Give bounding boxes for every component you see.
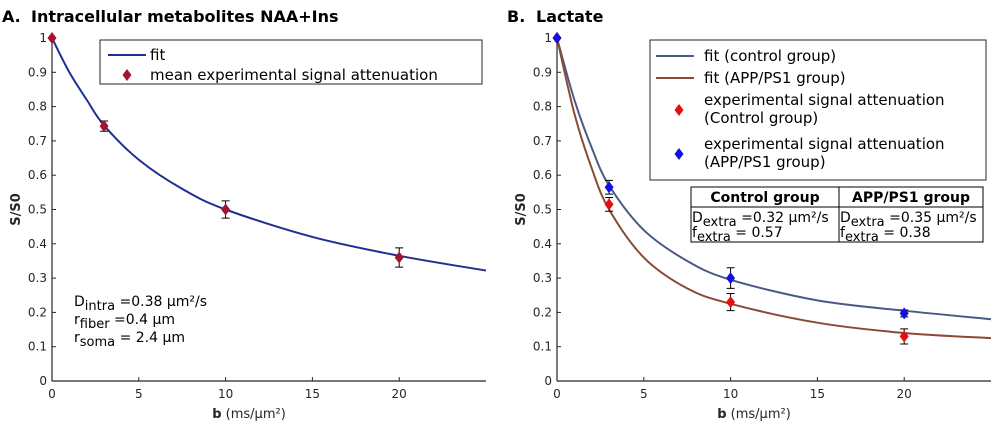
chart-title: Lactate [536,7,604,26]
y-tick-label: 0.8 [533,100,552,114]
x-tick-label: 0 [48,387,56,401]
y-tick-label: 0.6 [533,168,552,182]
legend-label: experimental signal attenuation [704,135,945,153]
chart-title: Intracellular metabolites NAA+Ins [31,7,339,26]
y-tick-label: 0.1 [533,340,552,354]
data-point [726,272,736,285]
y-tick-label: 1 [544,31,552,45]
fit-line [556,37,992,321]
panel-label: B. [507,7,525,26]
legend-label: (Control group) [704,109,818,127]
y-tick-label: 0.7 [533,134,552,148]
table-header: APP/PS1 group [852,190,970,206]
fit-line [51,37,487,272]
y-tick-label: 0.1 [28,340,47,354]
data-point [47,32,57,44]
legend-label: mean experimental signal attenuation [150,66,438,84]
x-tick-label: 0 [553,387,561,401]
table-cell: Dextra =0.35 µm²/s [840,210,977,230]
y-tick-label: 0.4 [533,237,552,251]
y-tick-label: 0.2 [28,305,47,319]
legend: fit (control group) fit (APP/PS1 group) ex… [649,39,987,181]
data-point [899,330,909,343]
legend: fit mean experimental signal attenuation [99,39,483,85]
y-tick-label: 0.4 [28,237,47,251]
x-axis-label: b (ms/µm²) [717,407,791,422]
y-tick-label: 0.7 [28,134,47,148]
data-point [552,32,562,44]
x-tick-label: 5 [135,387,143,401]
x-axis-label: b (ms/µm²) [212,407,286,422]
table-header: Control group [710,190,819,206]
y-tick-label: 0.6 [28,168,47,182]
x-tick-label: 10 [218,387,233,401]
y-tick-label: 0.5 [28,203,47,217]
y-tick-label: 0.2 [533,305,552,319]
x-tick-label: 5 [640,387,648,401]
legend-marker [674,148,684,160]
x-tick-label: 20 [897,387,912,401]
legend-marker [122,69,132,81]
data-point [604,198,614,211]
data-point [99,120,109,133]
data-point [221,203,231,216]
legend-label: experimental signal attenuation [704,91,945,109]
x-tick-label: 10 [723,387,738,401]
annotation: rsoma = 2.4 µm [74,330,185,350]
table-cell: fextra = 0.57 [692,225,783,245]
fit-line [556,37,992,340]
legend-label: fit (APP/PS1 group) [704,69,846,87]
legend-label: fit [150,46,165,64]
data-point [726,296,736,309]
y-tick-label: 0.5 [533,203,552,217]
y-tick-label: 0.9 [533,65,552,79]
panel-label: A. [2,7,21,26]
x-tick-label: 15 [305,387,320,401]
y-axis-label: S/S0 [514,193,529,226]
annotation: rfiber =0.4 µm [74,312,175,332]
parameter-table: Control group APP/PS1 group Dextra =0.32 µ… [690,186,984,245]
panel-b: B. Lactate 0 5 10 15 20 0 0.1 0.2 0.3 0.4 0.5 0.6 0.7 0… [507,7,992,422]
legend-label: (APP/PS1 group) [704,153,826,171]
data-point [899,307,909,320]
legend-label: fit (control group) [704,47,836,65]
legend-marker [674,104,684,116]
x-tick-label: 20 [392,387,407,401]
y-tick-label: 0.3 [28,271,47,285]
y-tick-label: 0.9 [28,65,47,79]
annotation: Dintra =0.38 µm²/s [74,294,207,314]
y-tick-label: 1 [39,31,47,45]
y-tick-label: 0.3 [533,271,552,285]
table-cell: Dextra =0.32 µm²/s [692,210,829,230]
y-axis-label: S/S0 [9,193,24,226]
y-tick-label: 0.8 [28,100,47,114]
table-cell: fextra = 0.38 [840,225,931,245]
data-point [604,181,614,194]
y-tick-label: 0 [544,374,552,388]
data-point [394,251,404,264]
y-tick-label: 0 [39,374,47,388]
x-tick-label: 15 [810,387,825,401]
